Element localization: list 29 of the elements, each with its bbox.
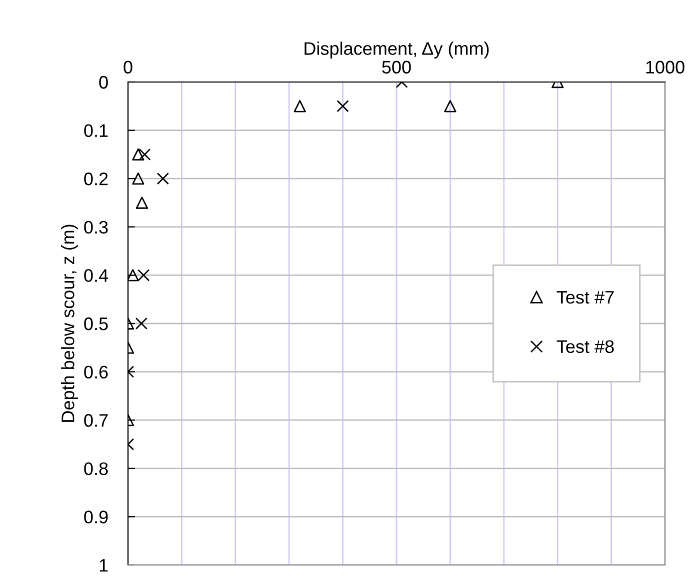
y-axis-title: Depth below scour, z (m)	[61, 224, 78, 422]
point	[138, 269, 150, 282]
y-tick-label: 0.1	[84, 124, 108, 138]
y-tick-label: 0.6	[84, 366, 108, 379]
point	[294, 100, 306, 112]
x-tick-label: 500	[382, 60, 411, 74]
point	[132, 148, 144, 161]
y-tick-label: 0.9	[84, 510, 108, 524]
x-tick-label: 1000	[646, 60, 684, 74]
y-tick-label: 1	[100, 559, 108, 572]
y-tick-label: 0.2	[84, 172, 108, 186]
point	[336, 100, 349, 112]
legend-label: Test #8	[556, 340, 614, 354]
point	[135, 317, 148, 330]
y-tick-label: 0.7	[84, 414, 108, 427]
y-tick-label: 0.3	[84, 220, 108, 234]
y-tick-label: 0.5	[84, 317, 108, 330]
point	[128, 269, 139, 282]
point	[444, 100, 456, 112]
legend-label: Test #7	[556, 291, 614, 304]
point	[132, 172, 144, 185]
point	[138, 148, 151, 161]
y-tick-label: 0.4	[84, 269, 108, 282]
point	[136, 196, 148, 209]
x-tick-label: 0	[124, 60, 132, 74]
x-axis-title: Displacement, Δy (mm)	[304, 42, 489, 58]
y-tick-label: 0.8	[84, 462, 108, 476]
y-tick-label: 0	[99, 76, 108, 89]
point	[156, 172, 169, 185]
